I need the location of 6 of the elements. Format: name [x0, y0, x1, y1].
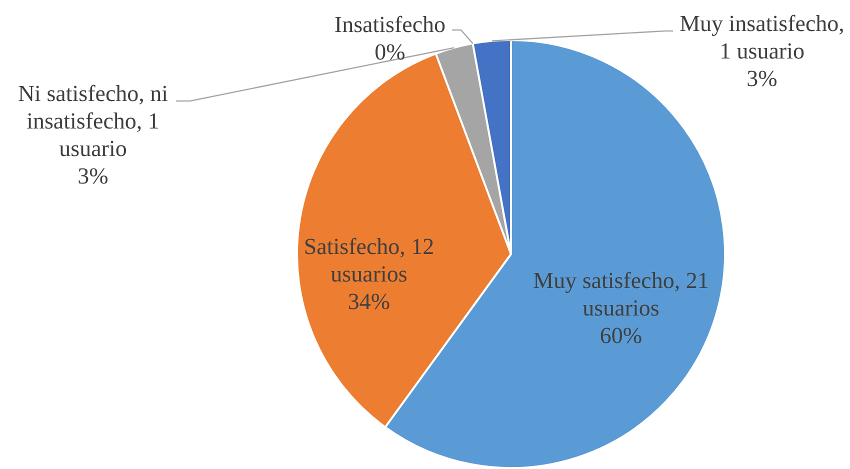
slice-label: Ni satisfecho, ni insatisfecho, 1 usuario 3% [18, 81, 168, 188]
text: 0% [374, 40, 406, 64]
slice-label: Muy satisfecho, 21 usuarios 60% [533, 268, 709, 348]
slice-label: Muy insatisfecho, 1 usuario 3% [680, 11, 844, 91]
legend-label: Insatisfecho [334, 12, 446, 37]
slice-label: Satisfecho, 12 usuarios 34% [304, 234, 434, 314]
